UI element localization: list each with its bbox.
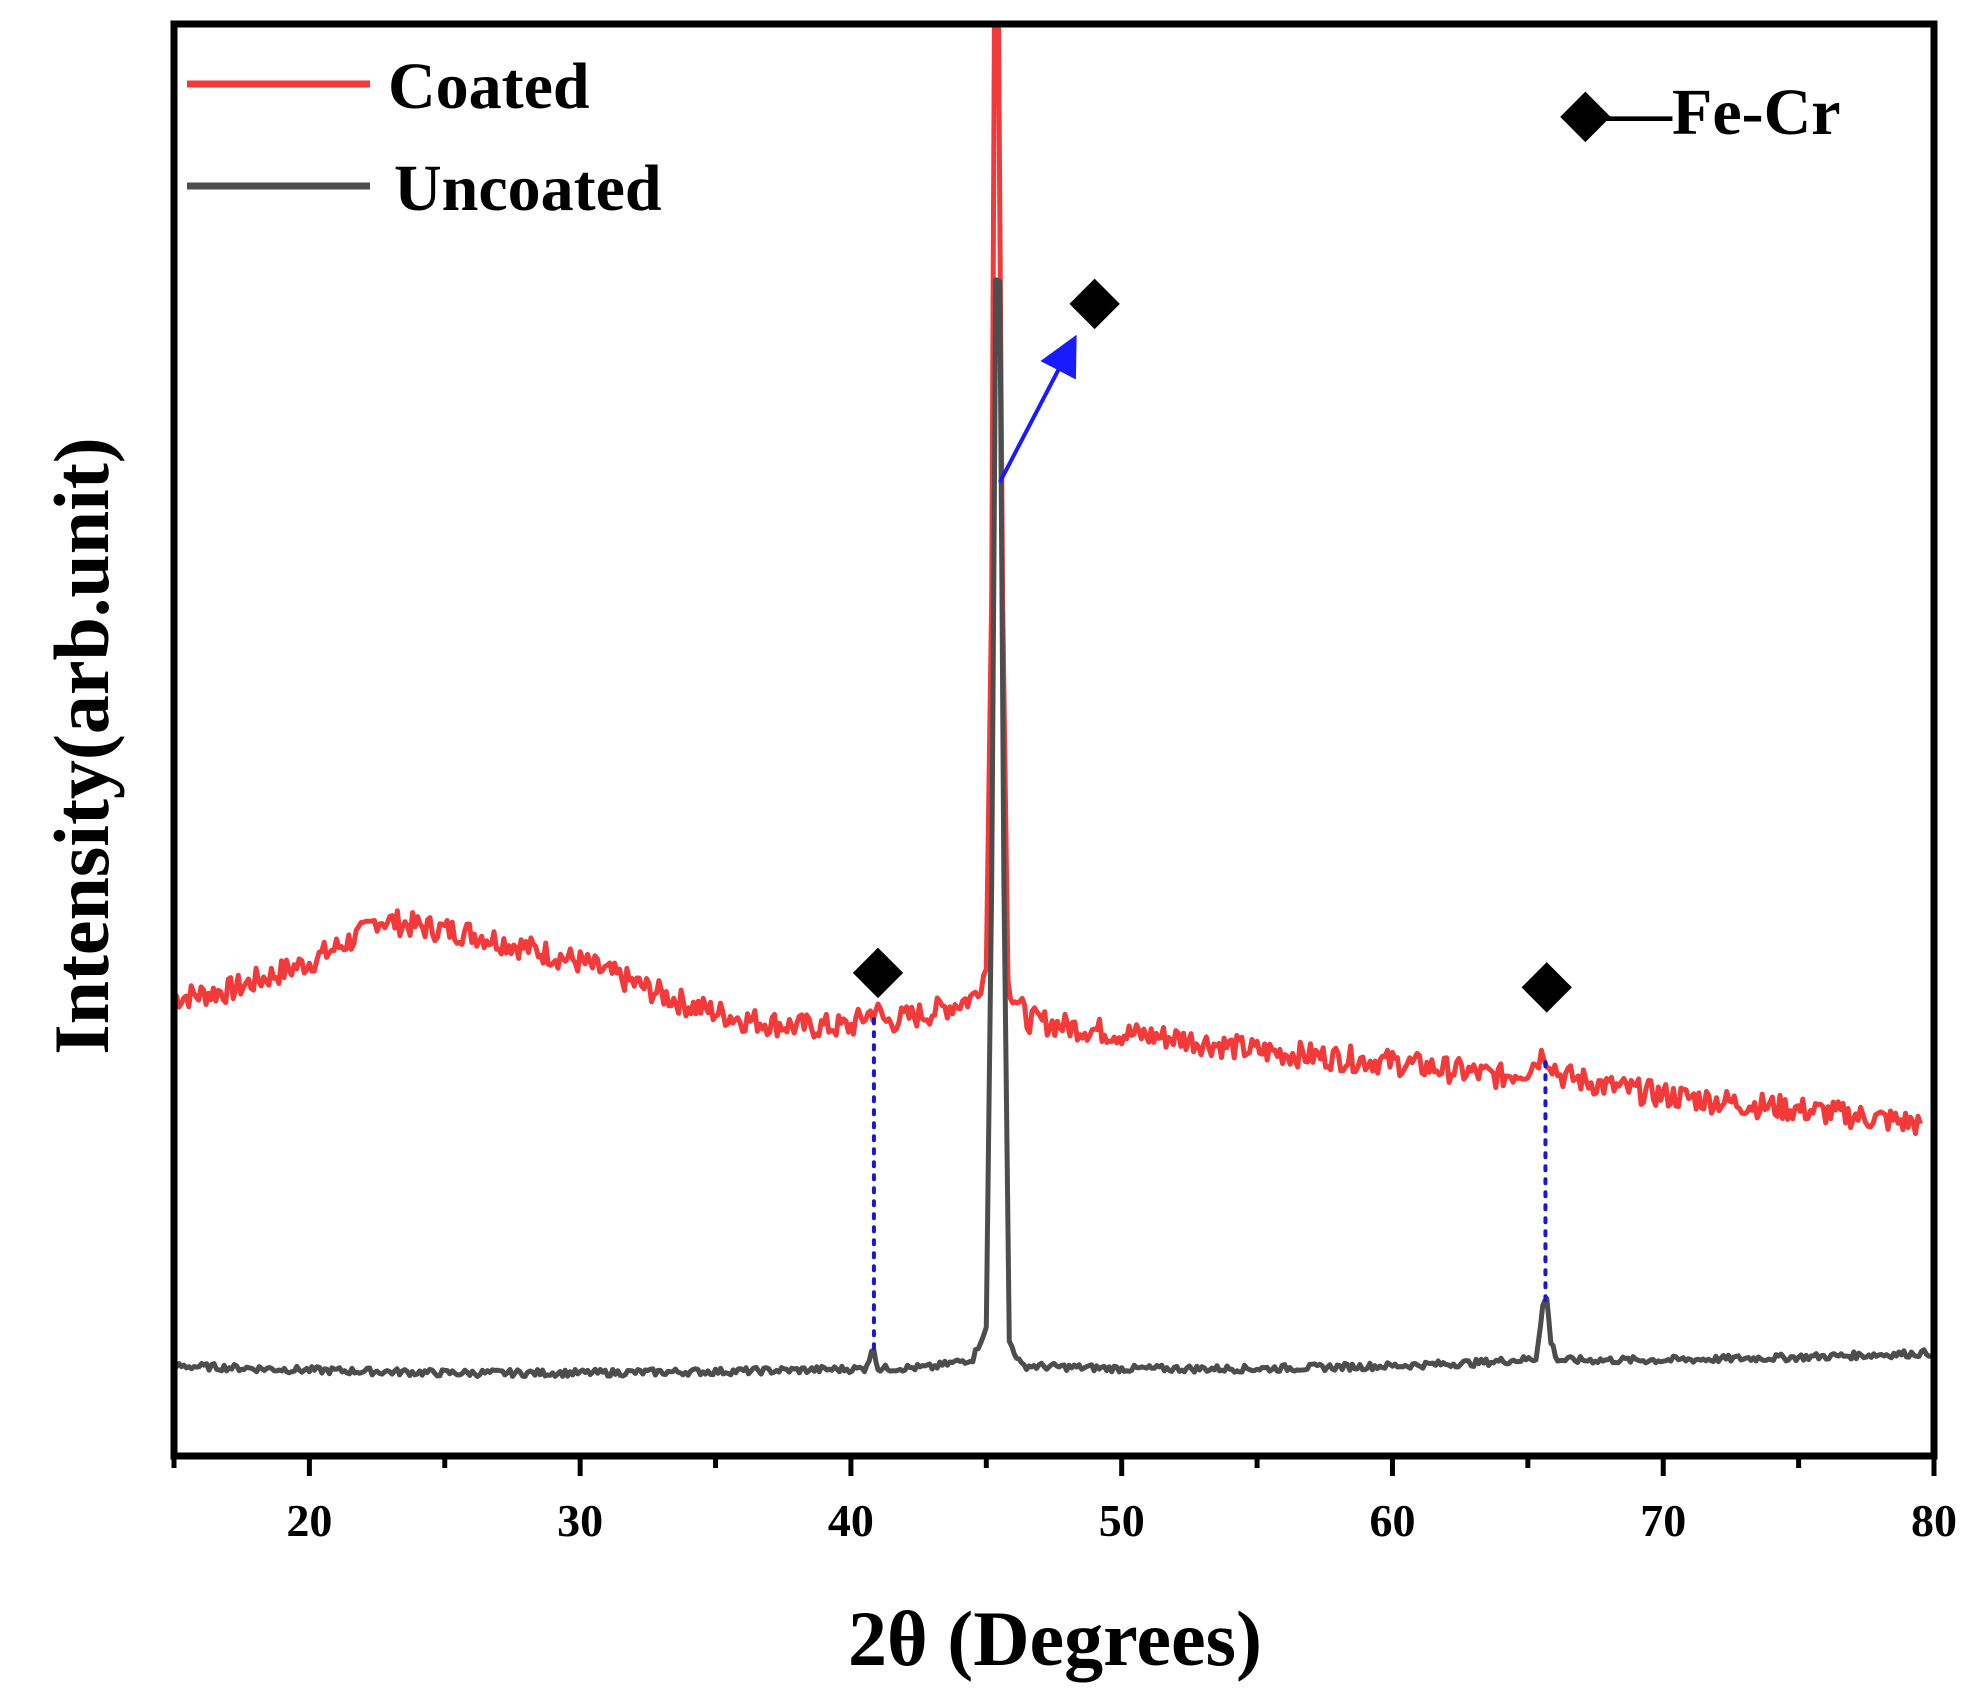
peak-arrow bbox=[998, 334, 1077, 484]
annotation-layer: ◆ ◆ ◆ bbox=[853, 263, 1572, 1351]
x-axis-ticks: 20 30 40 50 60 70 80 bbox=[171, 1456, 1957, 1546]
legend: Coated Uncoated bbox=[187, 50, 662, 225]
x-tick-label: 40 bbox=[828, 1495, 874, 1546]
phase-marker-1: ◆ bbox=[1521, 946, 1572, 1019]
legend-label-uncoated: Uncoated bbox=[394, 152, 662, 225]
x-axis-title: 2θ (Degrees) bbox=[848, 1595, 1262, 1682]
x-tick-label: 50 bbox=[1099, 1495, 1145, 1546]
phase-legend: ◆ —Fe-Cr bbox=[1560, 76, 1841, 149]
series-line-uncoated bbox=[174, 277, 1934, 1379]
phase-marker-0: ◆ bbox=[853, 932, 904, 1005]
y-axis-title: Intensity(arb.unit) bbox=[38, 437, 125, 1055]
x-tick-label: 70 bbox=[1640, 1495, 1686, 1546]
x-tick-label: 60 bbox=[1369, 1495, 1415, 1546]
series-layer bbox=[174, 24, 1934, 1379]
x-tick-label: 30 bbox=[557, 1495, 603, 1546]
phase-legend-marker: ◆ bbox=[1560, 76, 1611, 149]
x-tick-label: 20 bbox=[286, 1495, 332, 1546]
legend-label-coated: Coated bbox=[388, 50, 590, 123]
plot-frame bbox=[170, 20, 1938, 1460]
series-line-coated bbox=[174, 24, 1923, 1136]
x-tick-label: 80 bbox=[1911, 1495, 1957, 1546]
phase-marker-2: ◆ bbox=[1069, 263, 1120, 336]
phase-legend-label: —Fe-Cr bbox=[1605, 76, 1841, 149]
